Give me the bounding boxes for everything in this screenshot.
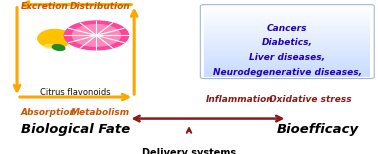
FancyBboxPatch shape [204,72,370,75]
FancyBboxPatch shape [204,30,370,32]
Ellipse shape [53,45,65,50]
Text: Neurodegenerative diseases,: Neurodegenerative diseases, [213,68,362,77]
FancyBboxPatch shape [204,49,370,51]
FancyBboxPatch shape [204,51,370,53]
Text: Delivery systems: Delivery systems [142,148,236,154]
Ellipse shape [72,25,121,46]
FancyBboxPatch shape [204,23,370,25]
FancyBboxPatch shape [204,68,370,70]
FancyBboxPatch shape [204,6,370,8]
Text: Oxidative stress: Oxidative stress [269,95,351,104]
FancyBboxPatch shape [204,32,370,34]
Ellipse shape [38,29,72,47]
FancyBboxPatch shape [204,20,370,23]
Text: Citrus flavonoids: Citrus flavonoids [40,88,111,97]
FancyBboxPatch shape [204,25,370,27]
FancyBboxPatch shape [204,42,370,44]
Ellipse shape [64,21,129,50]
FancyBboxPatch shape [204,70,370,72]
Text: Distribution: Distribution [70,2,130,10]
FancyBboxPatch shape [204,13,370,16]
FancyBboxPatch shape [204,58,370,61]
FancyBboxPatch shape [204,44,370,46]
Text: Bioefficacy: Bioefficacy [276,123,359,136]
FancyBboxPatch shape [204,63,370,65]
FancyBboxPatch shape [204,27,370,30]
FancyBboxPatch shape [204,56,370,58]
FancyBboxPatch shape [204,18,370,20]
Text: Cancers: Cancers [267,24,308,33]
FancyBboxPatch shape [204,37,370,39]
FancyBboxPatch shape [204,34,370,37]
FancyBboxPatch shape [204,46,370,49]
FancyBboxPatch shape [204,61,370,63]
FancyBboxPatch shape [204,75,370,77]
Text: Excretion: Excretion [21,2,68,10]
FancyBboxPatch shape [204,39,370,42]
FancyBboxPatch shape [204,11,370,13]
FancyBboxPatch shape [204,65,370,68]
Ellipse shape [45,44,54,48]
Text: Inflammation: Inflammation [206,95,274,104]
Text: Absorption: Absorption [21,108,77,117]
Text: Diabetics,: Diabetics, [262,38,313,47]
Text: Biological Fate: Biological Fate [21,123,130,136]
Text: Metabolism: Metabolism [71,108,130,117]
FancyBboxPatch shape [204,16,370,18]
Text: Liver diseases,: Liver diseases, [249,53,325,62]
FancyBboxPatch shape [204,53,370,56]
FancyBboxPatch shape [204,8,370,11]
